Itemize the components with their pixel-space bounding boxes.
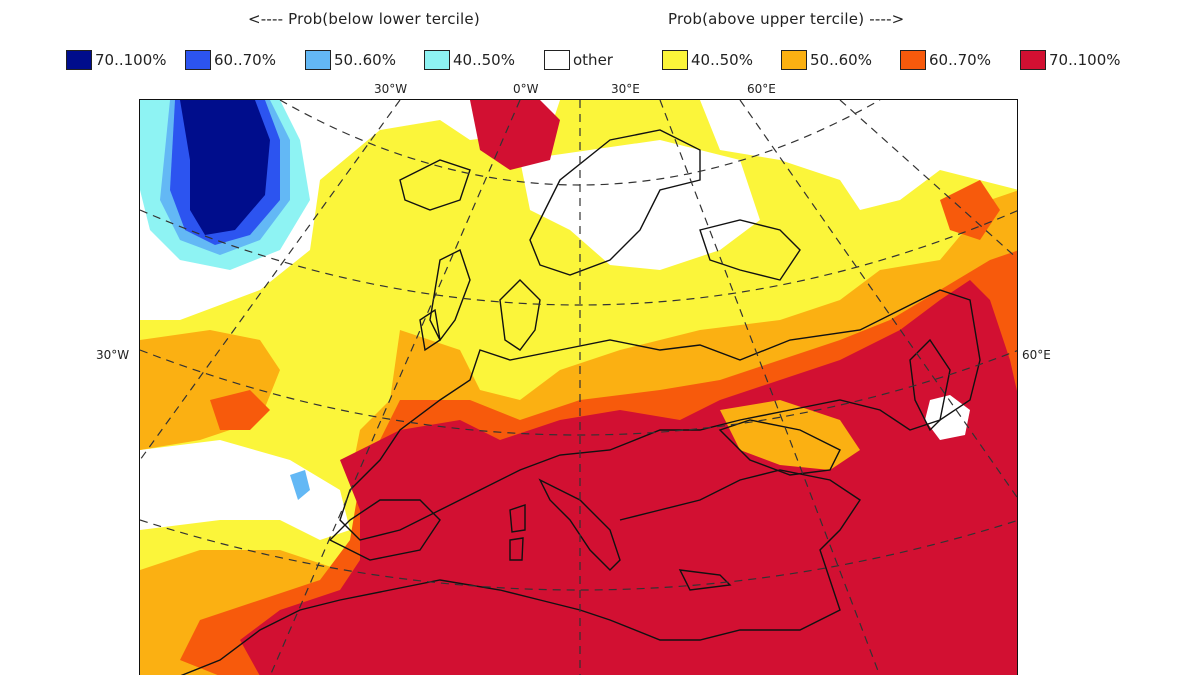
legend-swatch	[781, 50, 807, 70]
legend: 70..100% 60..70% 50..60% 40..50% other 4…	[66, 48, 1146, 72]
graticule-lines	[140, 100, 1017, 675]
legend-item-above-50-60: 50..60%	[781, 48, 872, 72]
lon-label-30e-top: 30°E	[611, 82, 640, 96]
lon-label-60e-right: 60°E	[1022, 348, 1051, 362]
legend-item-above-40-50: 40..50%	[662, 48, 753, 72]
coastlines	[180, 129, 981, 675]
legend-label: 70..100%	[95, 51, 167, 69]
legend-swatch	[900, 50, 926, 70]
legend-swatch	[305, 50, 331, 70]
legend-swatch	[544, 50, 570, 70]
legend-swatch	[424, 50, 450, 70]
legend-item-below-40-50: 40..50%	[424, 48, 515, 72]
heading-above-upper-tercile: Prob(above upper tercile) ---->	[668, 10, 905, 28]
legend-item-below-50-60: 50..60%	[305, 48, 396, 72]
legend-item-above-60-70: 60..70%	[900, 48, 991, 72]
lon-label-30w-left: 30°W	[96, 348, 130, 362]
legend-item-below-70-100: 70..100%	[66, 48, 167, 72]
legend-label: 50..60%	[334, 51, 396, 69]
white-patches-east	[925, 395, 970, 440]
legend-item-other: other	[544, 48, 613, 72]
above-70-100-areas	[240, 100, 1017, 675]
legend-item-below-60-70: 60..70%	[185, 48, 276, 72]
legend-swatch	[662, 50, 688, 70]
legend-swatch	[185, 50, 211, 70]
legend-swatch	[66, 50, 92, 70]
lon-label-0w-top: 0°W	[513, 82, 539, 96]
legend-label: 50..60%	[810, 51, 872, 69]
legend-label: other	[573, 51, 613, 69]
legend-label: 60..70%	[929, 51, 991, 69]
legend-label: 40..50%	[453, 51, 515, 69]
probability-map	[139, 99, 1018, 675]
legend-label: 70..100%	[1049, 51, 1121, 69]
lon-label-30w-top: 30°W	[374, 82, 408, 96]
legend-item-above-70-100: 70..100%	[1020, 48, 1121, 72]
legend-label: 60..70%	[214, 51, 276, 69]
lon-label-60e-top: 60°E	[747, 82, 776, 96]
legend-swatch	[1020, 50, 1046, 70]
legend-label: 40..50%	[691, 51, 753, 69]
heading-below-lower-tercile: <---- Prob(below lower tercile)	[248, 10, 480, 28]
map-canvas	[140, 100, 1017, 675]
